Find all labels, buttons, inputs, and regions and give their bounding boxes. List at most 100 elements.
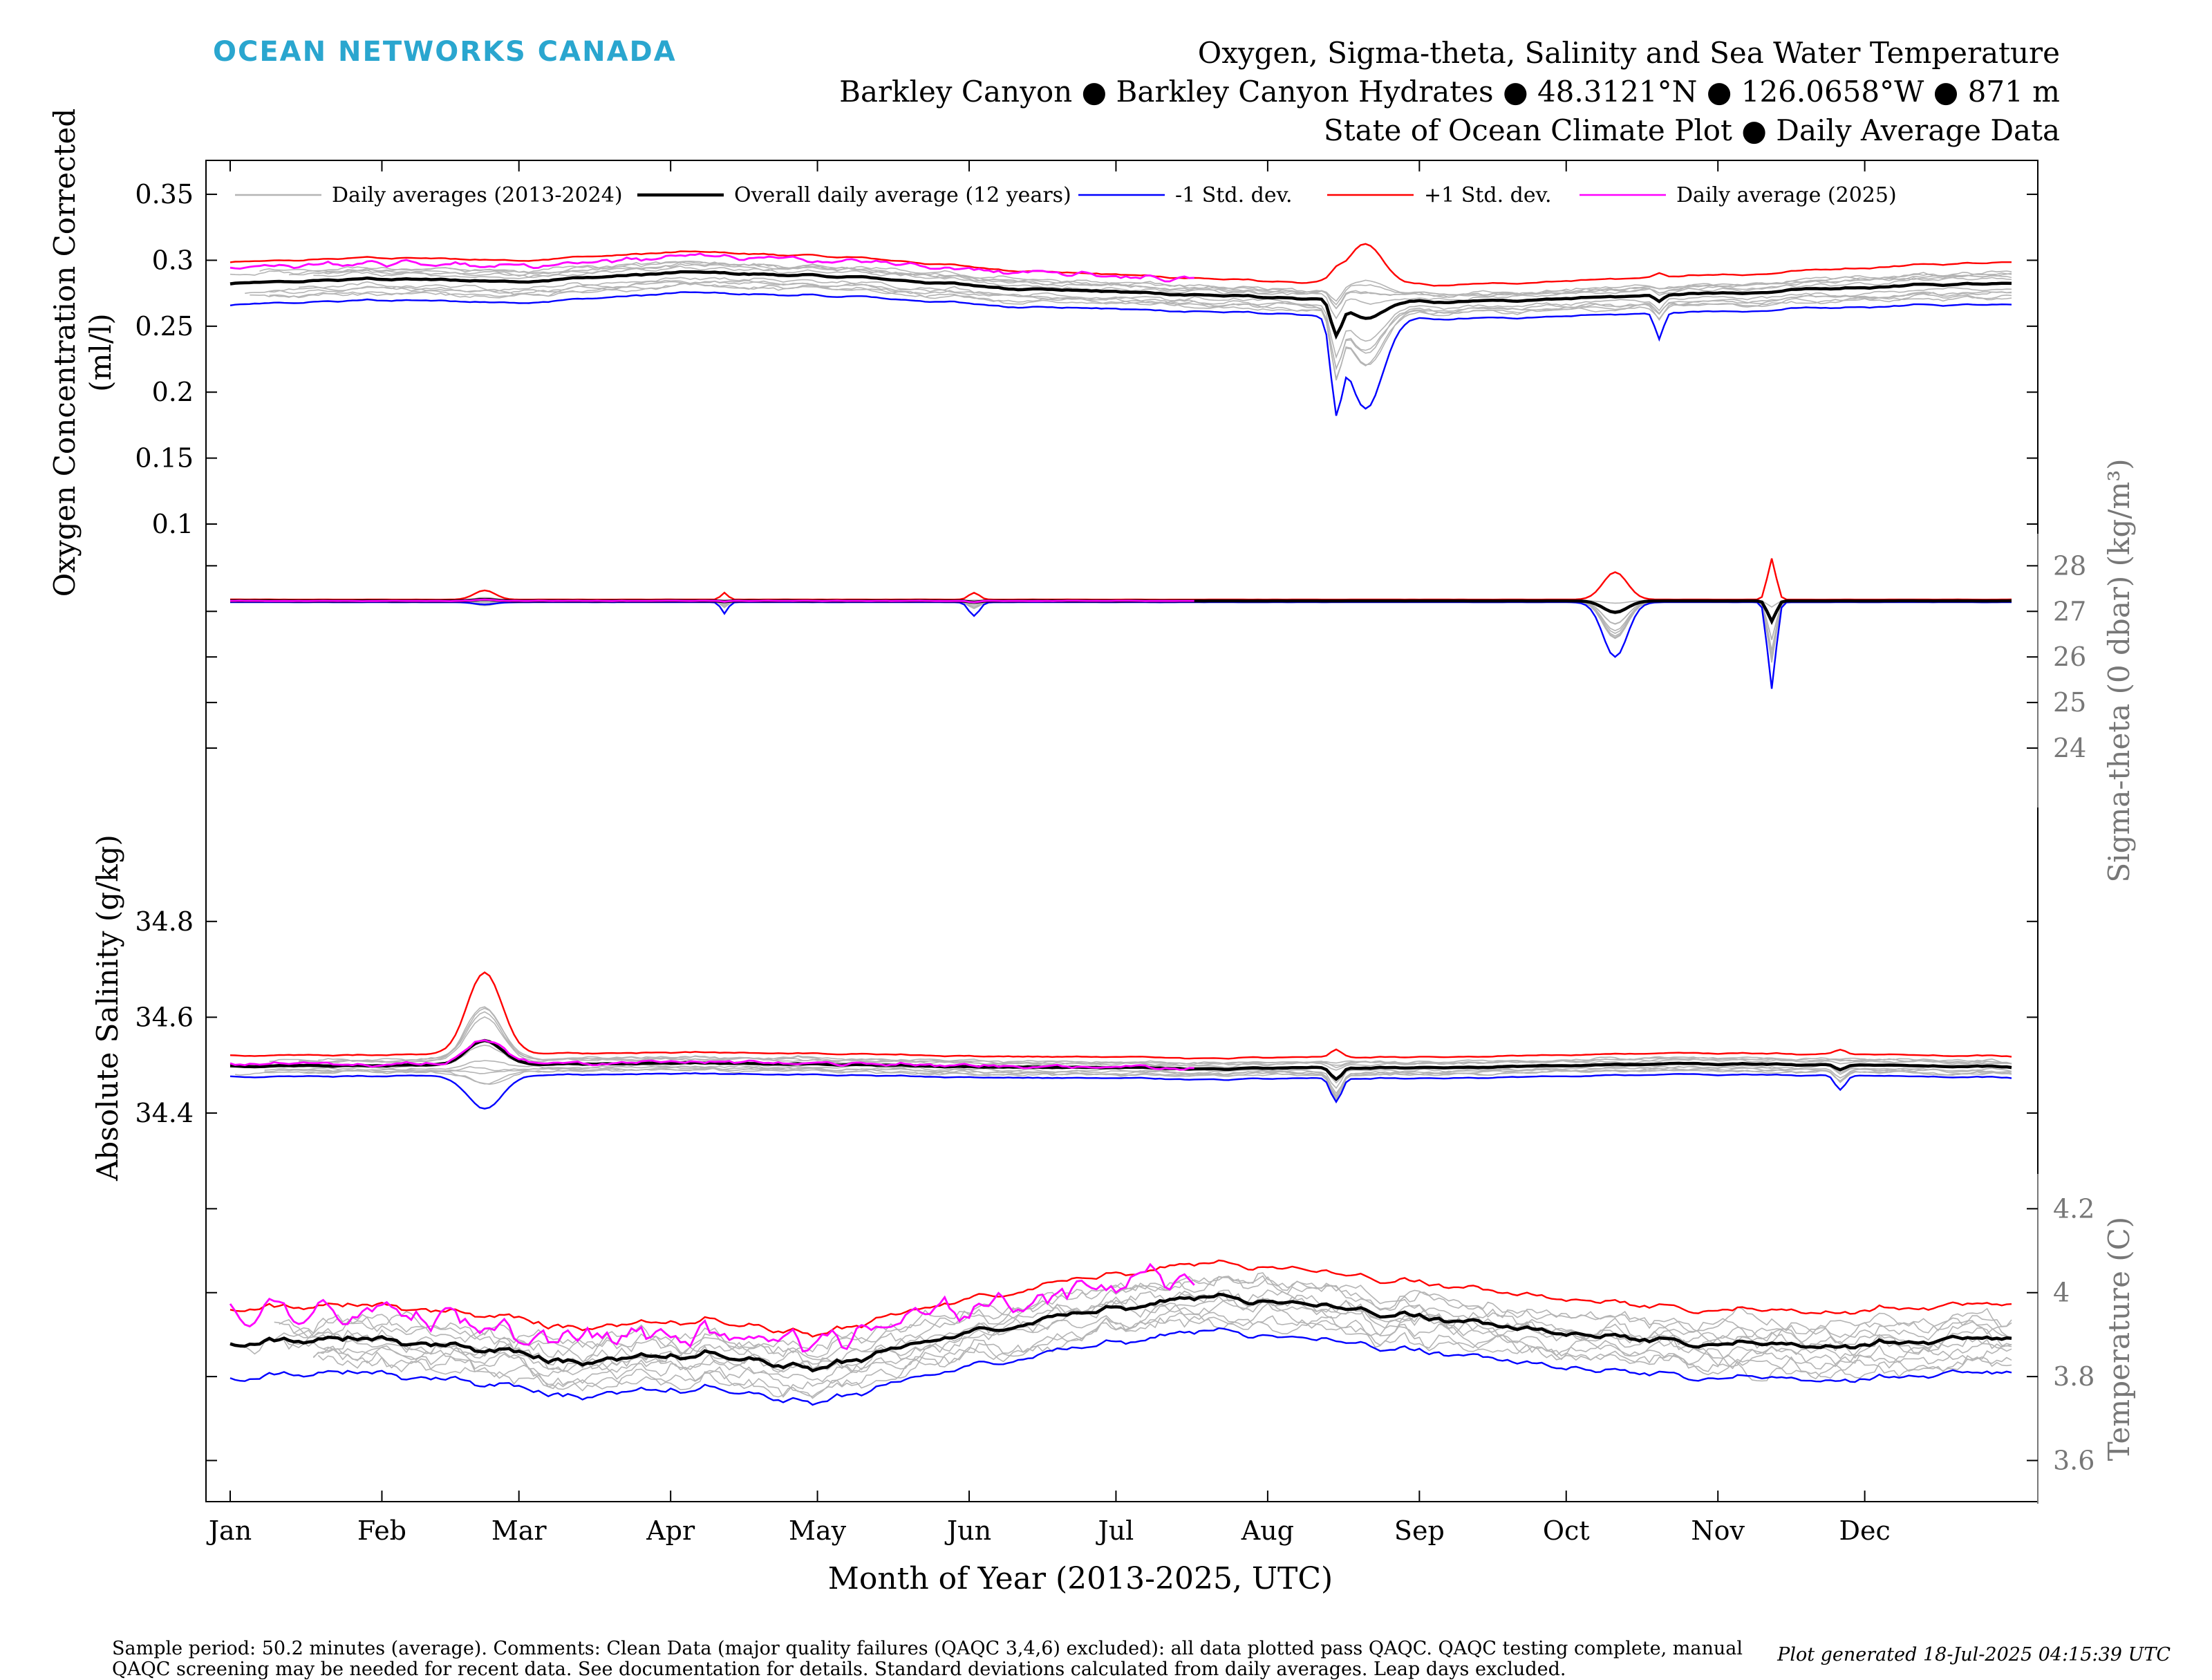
series-history-line (303, 1067, 2012, 1101)
y-tick-label: 34.8 (135, 906, 194, 937)
series-plus-sd-line (229, 1259, 2012, 1338)
series-history-line (312, 1303, 2012, 1397)
y-axis-label-line: Absolute Salinity (g/kg) (91, 834, 124, 1182)
series-current-year-line (229, 252, 1194, 283)
y-tick-label: 25 (2053, 687, 2086, 718)
y-tick-label: 4 (2053, 1278, 2070, 1308)
series-mean-line (229, 1292, 2012, 1373)
y-tick-label: 0.25 (135, 311, 194, 342)
y-tick-label: 0.1 (152, 509, 194, 539)
series-history-line (303, 600, 2012, 640)
series-history-line (317, 1315, 2012, 1398)
generated-timestamp: Plot generated 18-Jul-2025 04:15:39 UTC (1777, 1644, 2171, 1665)
series-history-line (259, 261, 2012, 302)
y-tick-label: 0.35 (135, 179, 194, 209)
series-current-year-line (230, 598, 1194, 604)
y-tick-label: 0.3 (152, 245, 194, 275)
series-history-line (264, 1060, 2012, 1090)
y-tick-label: 24 (2053, 733, 2086, 763)
panel-salinity-axis: 34.4 34.6 34.8 Absolute Salinity (g/kg) (91, 826, 2038, 1189)
y-axis-label-line: Temperature (C) (2102, 1217, 2136, 1461)
y-tick-label: 3.8 (2053, 1361, 2094, 1392)
y-tick-label: 0.15 (135, 443, 194, 474)
x-tick-label: Mar (491, 1515, 547, 1546)
y-axis-label: Absolute Salinity (g/kg) (91, 834, 124, 1182)
series-history-line (269, 279, 2012, 371)
x-tick-label: Sep (1394, 1515, 1445, 1546)
panel-sigma-axis: 24 25 26 27 28 Sigma-theta (0 dbar) (kg/m³) (206, 458, 2136, 883)
y-tick-label: 4.2 (2053, 1193, 2094, 1224)
series-history-line (250, 600, 2012, 655)
legend-entry: +1 Std. dev. (1327, 183, 1552, 207)
plot-frame (205, 160, 2038, 1502)
chart-subtitle-location: Barkley Canyon ● Barkley Canyon Hydrates… (839, 75, 2060, 109)
series-history-line (318, 1007, 2012, 1067)
y-tick-label: 27 (2053, 596, 2086, 626)
legend-label: +1 Std. dev. (1424, 183, 1552, 207)
legend-label: Overall daily average (12 years) (734, 183, 1071, 207)
x-axis-label: Month of Year (2013-2025, UTC) (828, 1561, 1333, 1596)
legend-label: -1 Std. dev. (1175, 183, 1293, 207)
y-axis-label-line: Oxygen Concentration Corrected (48, 109, 82, 597)
x-tick-label: Jan (206, 1515, 252, 1546)
series-history-line (229, 261, 2012, 306)
series-history-line (279, 601, 2012, 662)
series-history-line (264, 1065, 2012, 1097)
y-axis-label-line: Sigma-theta (0 dbar) (kg/m³) (2102, 458, 2136, 882)
series-plus-sd-line (229, 971, 2012, 1060)
series-history-line (274, 1275, 2012, 1359)
legend-entry: Daily averages (2013-2024) (235, 183, 623, 207)
x-tick-label: Apr (646, 1515, 695, 1546)
series-current-year-line (229, 1262, 1195, 1353)
x-tick-label: Feb (357, 1515, 406, 1546)
y-tick-label: 28 (2053, 550, 2086, 581)
y-tick-label: 3.6 (2053, 1446, 2094, 1476)
legend-entry: -1 Std. dev. (1078, 183, 1293, 207)
series-history-line (299, 277, 2012, 360)
series-history-line (323, 1299, 2012, 1383)
series-history-line (313, 265, 2012, 320)
series-minus-sd-line (230, 601, 2012, 689)
panel-temperature-axis: 3.6 3.8 4 4.2 Temperature (C) (206, 1174, 2136, 1504)
series-plus-sd-line (229, 243, 2012, 287)
panel-oxygen-axis: 0.1 0.15 0.2 0.25 0.3 0.35 Oxygen Concentratio… (48, 109, 2038, 597)
legend-entry: Daily average (2025) (1580, 183, 1897, 207)
x-tick-label: Jun (944, 1515, 991, 1546)
footnote: Sample period: 50.2 minutes (average). C… (112, 1638, 1743, 1680)
chart-subtitle-type: State of Ocean Climate Plot ● Daily Aver… (1323, 113, 2060, 147)
x-tick-label: Aug (1241, 1515, 1294, 1546)
y-axis-label-line: (ml/l) (84, 313, 118, 392)
legend-label: Daily averages (2013-2024) (332, 183, 623, 207)
series-minus-sd-line (229, 1327, 2012, 1406)
x-tick-label: Oct (1543, 1515, 1590, 1546)
y-axis-label: Temperature (C) (2102, 1217, 2136, 1461)
series-history-line (240, 1289, 2012, 1373)
x-tick-label: Dec (1839, 1515, 1890, 1546)
y-tick-label: 34.6 (135, 1002, 194, 1032)
y-axis-label: Oxygen Concentration Corrected(ml/l) (48, 109, 118, 597)
series-plus-sd-line (230, 558, 2012, 601)
chart-title: Oxygen, Sigma-theta, Salinity and Sea Wa… (1197, 36, 2060, 70)
series-mean-line (229, 270, 2012, 340)
series-current-year-line (229, 1039, 1194, 1071)
y-tick-label: 34.4 (135, 1098, 194, 1128)
brand-logo-text: OCEAN NETWORKS CANADA (213, 36, 677, 68)
series-history-line (234, 1067, 2012, 1099)
x-tick-label: May (789, 1515, 847, 1546)
series-history-line (269, 600, 2012, 640)
legend-entry: Overall daily average (12 years) (637, 183, 1071, 207)
x-tick-label: Jul (1095, 1515, 1134, 1546)
series-history-line (312, 1312, 2012, 1399)
y-tick-label: 0.2 (152, 377, 194, 407)
series-minus-sd-line (229, 1072, 2012, 1110)
series-history-line (318, 601, 2012, 663)
series-history-line (269, 283, 2012, 381)
y-tick-label: 26 (2053, 642, 2086, 672)
series-minus-sd-line (229, 291, 2012, 416)
series-history-line (250, 282, 2012, 381)
x-tick-label: Nov (1691, 1515, 1745, 1546)
y-axis-label: Sigma-theta (0 dbar) (kg/m³) (2102, 458, 2136, 882)
legend-label: Daily average (2025) (1676, 183, 1897, 207)
series-history-line (240, 600, 2012, 651)
